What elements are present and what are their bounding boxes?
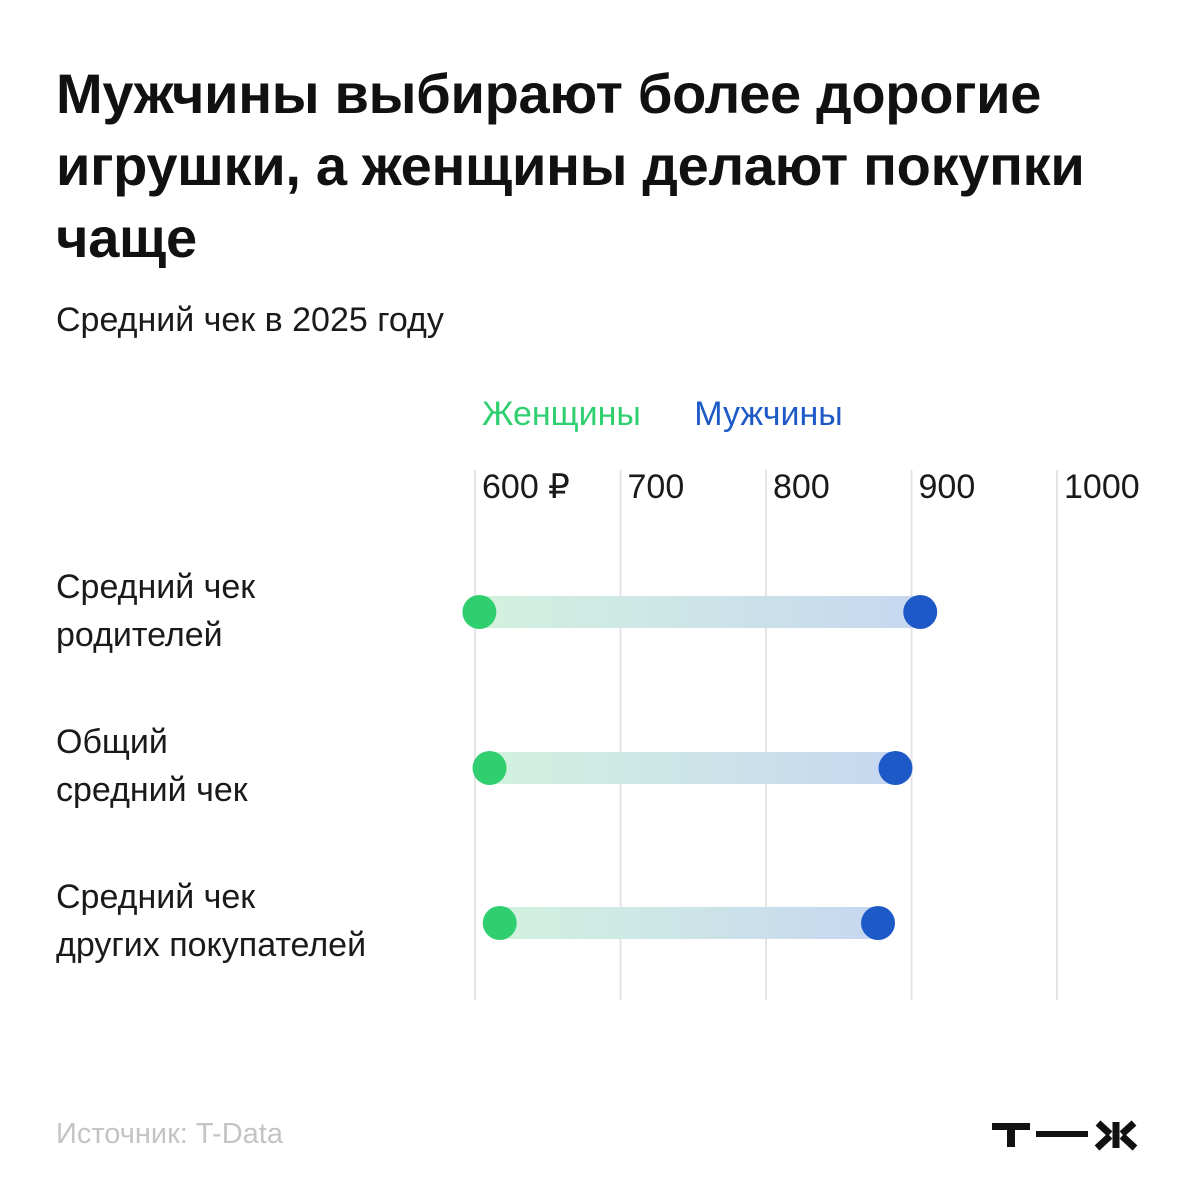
dot-men-2	[878, 751, 913, 785]
range-bar-1	[479, 596, 921, 628]
category-label-3: Средний чек других покупателей	[56, 878, 367, 964]
chart-title: Мужчины выбирают более дорогие игрушки, …	[56, 62, 1085, 269]
source-note: Источник: T-Data	[56, 1118, 283, 1150]
category-label-1: Средний чек родителей	[56, 568, 256, 654]
tick-label-800: 800	[773, 468, 830, 506]
dot-women-2	[472, 751, 507, 785]
legend: Женщины Мужчины	[482, 392, 843, 436]
dot-women-3	[482, 906, 517, 940]
tick-label-1000: 1000	[1064, 468, 1140, 506]
chart-subtitle: Средний чек в 2025 году	[56, 301, 444, 339]
tick-label-700: 700	[628, 468, 685, 506]
range-bar-3	[499, 907, 879, 939]
category-label-2: Общий средний чек	[56, 723, 248, 809]
legend-men: Мужчины	[694, 395, 843, 433]
dot-men-3	[861, 906, 896, 940]
dot-men-1	[903, 595, 938, 629]
dot-women-1	[462, 595, 497, 629]
legend-women: Женщины	[482, 395, 641, 433]
tzh-logo	[992, 1120, 1138, 1151]
range-bar-2	[489, 752, 896, 784]
tick-label-600: 600 ₽	[482, 468, 570, 506]
tick-label-900: 900	[919, 468, 976, 506]
